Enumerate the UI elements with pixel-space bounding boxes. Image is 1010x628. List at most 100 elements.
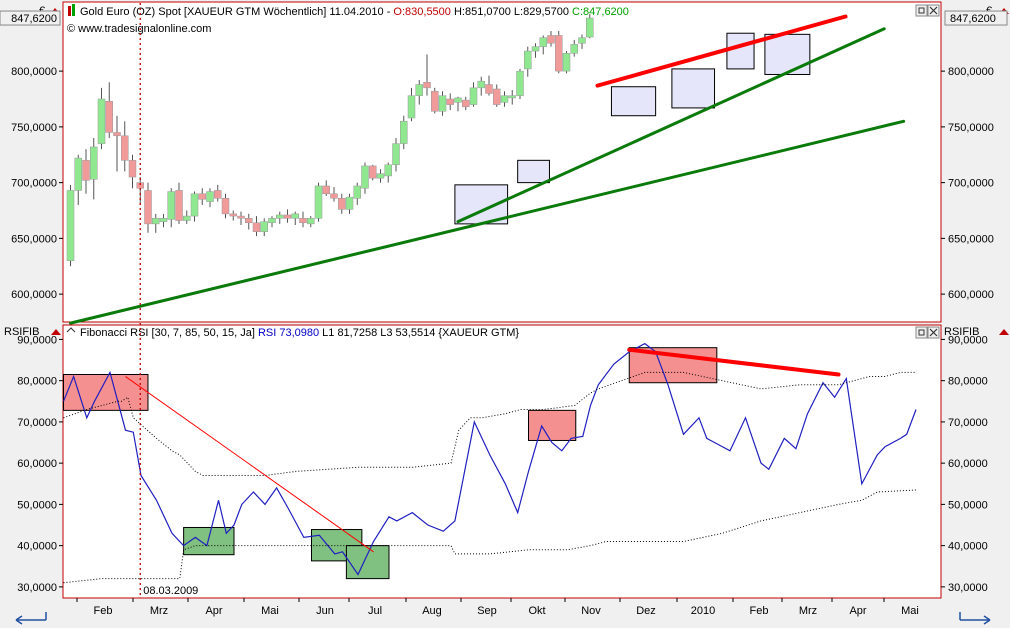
candle-body — [454, 97, 462, 103]
candle-body — [562, 53, 571, 72]
candle-body — [555, 35, 563, 72]
candle-body — [237, 215, 245, 219]
rsi-line — [62, 342, 917, 576]
candle-body — [307, 218, 315, 225]
candle-body — [128, 160, 137, 178]
candle-body — [268, 218, 276, 224]
indicator-icon — [66, 327, 76, 333]
rsi-tick-label-right: 30,0000 — [948, 582, 988, 594]
rsi-menu-arrow-icon[interactable] — [51, 329, 61, 335]
x-axis-label: Sep — [477, 605, 497, 617]
last-price-label-left: 847,6200 — [11, 13, 57, 25]
candle-body — [524, 50, 532, 70]
price-title-part-0: Gold Euro (OZ) Spot [XAUEUR GTM Wöchentl… — [80, 6, 393, 18]
rsi-tick-label-left: 50,0000 — [17, 499, 57, 511]
candle-body — [283, 214, 292, 219]
copyright-text: © www.tradesignalonline.com — [67, 23, 211, 35]
candle-body — [500, 95, 509, 103]
candle-body — [206, 191, 214, 202]
resistance-trendline — [595, 14, 848, 88]
consolidation-box — [671, 68, 716, 109]
candle-body — [485, 84, 493, 94]
pane-minimize-button[interactable] — [915, 4, 928, 17]
rsi-tick-label-left: 70,0000 — [17, 417, 57, 429]
candle-body — [74, 157, 82, 191]
candle-body — [322, 185, 330, 195]
candle-body — [392, 143, 400, 166]
x-axis-label: Apr — [205, 605, 222, 617]
scroll-left-button[interactable] — [15, 612, 47, 625]
candle-body — [190, 193, 199, 217]
x-axis-label: 2010 — [691, 605, 715, 617]
last-price-box-right — [944, 10, 1008, 26]
candle-body — [105, 100, 113, 133]
candle-body — [66, 190, 75, 261]
rsi-menu-arrow-right-icon[interactable] — [999, 329, 1009, 335]
rsi-tick-label-right: 90,0000 — [948, 334, 988, 346]
x-axis-label: Mai — [901, 605, 919, 617]
x-axis-label: Apr — [849, 605, 866, 617]
rsi-tick-label-left: 90,0000 — [17, 334, 57, 346]
candle-body — [493, 88, 501, 105]
rsi-pane-minimize-button[interactable] — [915, 326, 928, 339]
candle-body — [578, 37, 586, 44]
candle-body — [276, 214, 284, 219]
rsi-title-part-1: RSI 73,0980 — [258, 327, 319, 339]
rsi-tick-label-right: 80,0000 — [948, 376, 988, 388]
candle-body — [152, 218, 160, 225]
x-axis-label: Mrz — [150, 605, 168, 617]
candle-body — [97, 98, 106, 144]
rsi-divergence-line — [627, 347, 841, 377]
price-tick-label-left: 650,0000 — [11, 233, 57, 245]
price-tick-label-left: 700,0000 — [11, 178, 57, 190]
x-axis-label: Aug — [422, 605, 442, 617]
rsi-pane-name-left: RSIFIB — [4, 326, 39, 338]
candle-body — [167, 191, 175, 220]
rsi-tick-label-right: 60,0000 — [948, 458, 988, 470]
last-price-label-right: 847,6200 — [950, 13, 996, 25]
x-axis-label: Jun — [316, 605, 334, 617]
candle-body — [121, 135, 129, 161]
rsi-title-part-0: Fibonacci RSI [30, 7, 85, 50, 15, Ja] — [80, 327, 258, 339]
rsi-tick-label-right: 50,0000 — [948, 499, 988, 511]
price-title-part-3: C:847,6200 — [572, 6, 629, 18]
price-tick-label-left: 750,0000 — [11, 122, 57, 134]
price-tick-label-right: 650,0000 — [948, 233, 994, 245]
candle-body — [547, 35, 555, 44]
rsi-pane-title: Fibonacci RSI [30, 7, 85, 50, 15, Ja] RS… — [80, 327, 519, 339]
pane-close-button[interactable] — [927, 4, 940, 17]
x-axis-label: Mai — [261, 605, 279, 617]
x-axis-label: Dez — [636, 605, 656, 617]
candle-body — [291, 213, 299, 219]
support-trendline — [456, 27, 886, 224]
consolidation-box — [726, 32, 755, 70]
rsi-tick-label-left: 80,0000 — [17, 376, 57, 388]
x-axis-label: Feb — [750, 605, 769, 617]
consolidation-box — [610, 86, 657, 117]
candle-body — [423, 82, 431, 89]
price-pane-title: Gold Euro (OZ) Spot [XAUEUR GTM Wöchentl… — [80, 6, 629, 18]
rsi-title-part-2: L1 81,7258 L3 53,5514 {XAUEUR GTM} — [319, 327, 519, 339]
candle-body — [214, 190, 222, 199]
candle-body — [260, 221, 268, 232]
candle-body — [252, 222, 261, 232]
candle-body — [144, 190, 152, 225]
candle-body — [175, 190, 183, 221]
candle-body — [198, 193, 206, 200]
candle-body — [431, 90, 439, 112]
candle-body — [229, 213, 237, 217]
candle-body — [338, 197, 346, 210]
candle-body — [415, 84, 423, 96]
candle-body — [462, 99, 470, 108]
candle-body — [531, 46, 540, 52]
x-axis-label: Nov — [581, 605, 601, 617]
rsi-tick-label-left: 30,0000 — [17, 582, 57, 594]
x-axis-label: Mrz — [799, 605, 817, 617]
scroll-right-button[interactable] — [959, 612, 991, 625]
rsi-pane-close-button[interactable] — [927, 326, 940, 339]
x-axis-label: Jul — [368, 605, 382, 617]
candle-body — [570, 44, 578, 54]
x-axis-label: Okt — [528, 605, 545, 617]
candle-body — [400, 121, 408, 144]
price-tick-label-left: 800,0000 — [11, 66, 57, 78]
